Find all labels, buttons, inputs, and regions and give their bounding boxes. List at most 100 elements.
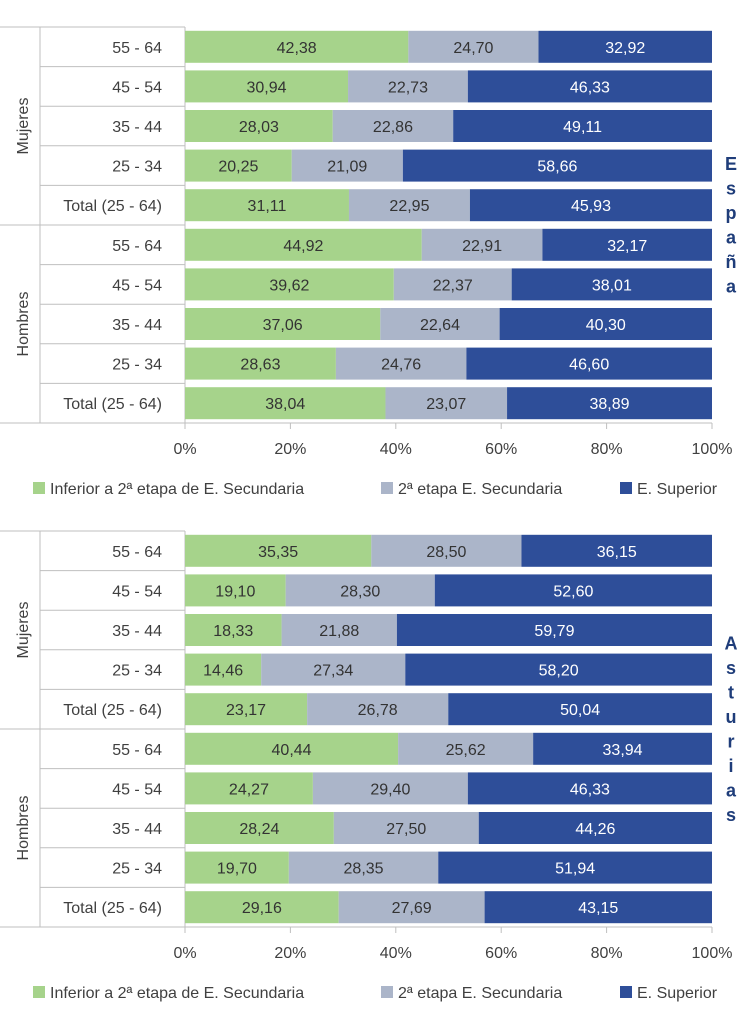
- data-label: 31,11: [248, 198, 287, 215]
- bar-segment: [185, 891, 339, 924]
- category-label: 25 - 34: [112, 357, 162, 374]
- category-label: Total (25 - 64): [63, 396, 162, 413]
- bar-segment: [261, 653, 406, 686]
- data-label: 45,93: [571, 198, 611, 215]
- legend-swatch: [33, 986, 45, 998]
- data-label: 50,04: [560, 702, 600, 719]
- bar-segment: [385, 387, 508, 420]
- group-label: Hombres: [15, 796, 32, 861]
- x-tick-label: 100%: [692, 945, 733, 962]
- legend-swatch: [381, 482, 393, 494]
- legend-label: E. Superior: [637, 481, 718, 498]
- data-label: 24,27: [229, 781, 269, 798]
- category-label: 35 - 44: [112, 317, 162, 334]
- bar-segment: [499, 308, 712, 340]
- data-label: 46,33: [570, 781, 610, 798]
- category-label: 55 - 64: [112, 544, 162, 561]
- data-label: 28,35: [344, 861, 384, 878]
- region-letter: a: [726, 276, 737, 296]
- chart-1: 0% 20% 40% 60% 80% 100% Mujeres 55 - 64 35,35 28,…: [0, 530, 738, 1002]
- data-label: 27,69: [392, 900, 432, 917]
- category-label: 35 - 44: [112, 821, 162, 838]
- category-label: 45 - 54: [112, 277, 162, 294]
- bar-segment: [185, 574, 286, 607]
- bar-segment: [421, 228, 543, 261]
- x-tick-label: 0%: [173, 945, 196, 962]
- data-label: 22,73: [388, 79, 428, 96]
- data-label: 21,88: [319, 623, 359, 640]
- bar-segment: [185, 308, 381, 340]
- data-label: 46,33: [570, 79, 610, 96]
- bar-segment: [538, 30, 712, 63]
- data-label: 42,38: [277, 40, 317, 57]
- data-label: 37,06: [263, 317, 303, 334]
- bar-segment: [478, 812, 712, 844]
- data-label: 27,50: [386, 821, 426, 838]
- bar-segment: [185, 30, 409, 63]
- region-letter: A: [725, 633, 738, 653]
- bar-segment: [185, 387, 386, 420]
- bar-segment: [185, 732, 399, 765]
- bar-segment: [408, 30, 539, 63]
- data-label: 40,30: [586, 317, 626, 334]
- legend-label: 2ª etapa E. Secundaria: [398, 985, 562, 1002]
- data-label: 29,40: [370, 781, 410, 798]
- category-label: Total (25 - 64): [63, 702, 162, 719]
- bar-segment: [185, 189, 349, 222]
- data-label: 14,46: [203, 663, 243, 680]
- region-letter: s: [726, 805, 736, 825]
- bar-segment: [484, 891, 712, 924]
- bar-segment: [185, 851, 289, 884]
- category-label: Total (25 - 64): [63, 198, 162, 215]
- bar-segment: [338, 891, 485, 924]
- data-label: 28,63: [240, 357, 280, 374]
- data-label: 49,11: [563, 119, 602, 136]
- data-label: 26,78: [358, 702, 398, 719]
- bar-segment: [307, 693, 449, 726]
- group-label: Mujeres: [15, 98, 32, 155]
- bar-segment: [396, 614, 712, 646]
- data-label: 28,50: [426, 544, 466, 561]
- category-label: 35 - 44: [112, 119, 162, 136]
- group-label: Hombres: [15, 292, 32, 357]
- bar-segment: [348, 189, 470, 222]
- legend-swatch: [620, 986, 632, 998]
- data-label: 44,26: [575, 821, 615, 838]
- data-label: 59,79: [534, 623, 574, 640]
- bar-segment: [521, 534, 712, 567]
- bar-segment: [185, 268, 394, 301]
- bar-segment: [185, 772, 313, 805]
- category-label: 35 - 44: [112, 623, 162, 640]
- bar-segment: [332, 110, 454, 142]
- bar-segment: [291, 149, 403, 182]
- legend-swatch: [620, 482, 632, 494]
- bar-segment: [285, 574, 435, 607]
- bar-segment: [466, 347, 712, 380]
- legend: Inferior a 2ª etapa de E. Secundaria 2ª e…: [33, 985, 718, 1002]
- bar-segment: [185, 693, 308, 726]
- bar-segment: [185, 614, 282, 646]
- data-label: 28,30: [340, 583, 380, 600]
- x-tick-label: 20%: [274, 441, 306, 458]
- bar-segment: [380, 308, 500, 340]
- bar-segment: [185, 812, 334, 844]
- data-label: 22,37: [433, 277, 473, 294]
- bar-segment: [448, 693, 712, 726]
- bar-segment: [533, 732, 712, 765]
- bar-segment: [542, 228, 712, 261]
- data-label: 33,94: [603, 742, 643, 759]
- data-label: 21,09: [327, 159, 367, 176]
- bar-segment: [333, 812, 479, 844]
- legend: Inferior a 2ª etapa de E. Secundaria 2ª e…: [33, 481, 718, 498]
- bar-segment: [185, 653, 262, 686]
- legend-label: Inferior a 2ª etapa de E. Secundaria: [50, 481, 304, 498]
- bar-segment: [288, 851, 439, 884]
- data-label: 22,91: [462, 238, 502, 255]
- data-label: 29,16: [242, 900, 282, 917]
- data-label: 36,15: [597, 544, 637, 561]
- data-label: 24,76: [381, 357, 421, 374]
- x-tick-label: 20%: [274, 945, 306, 962]
- bar-segment: [185, 149, 292, 182]
